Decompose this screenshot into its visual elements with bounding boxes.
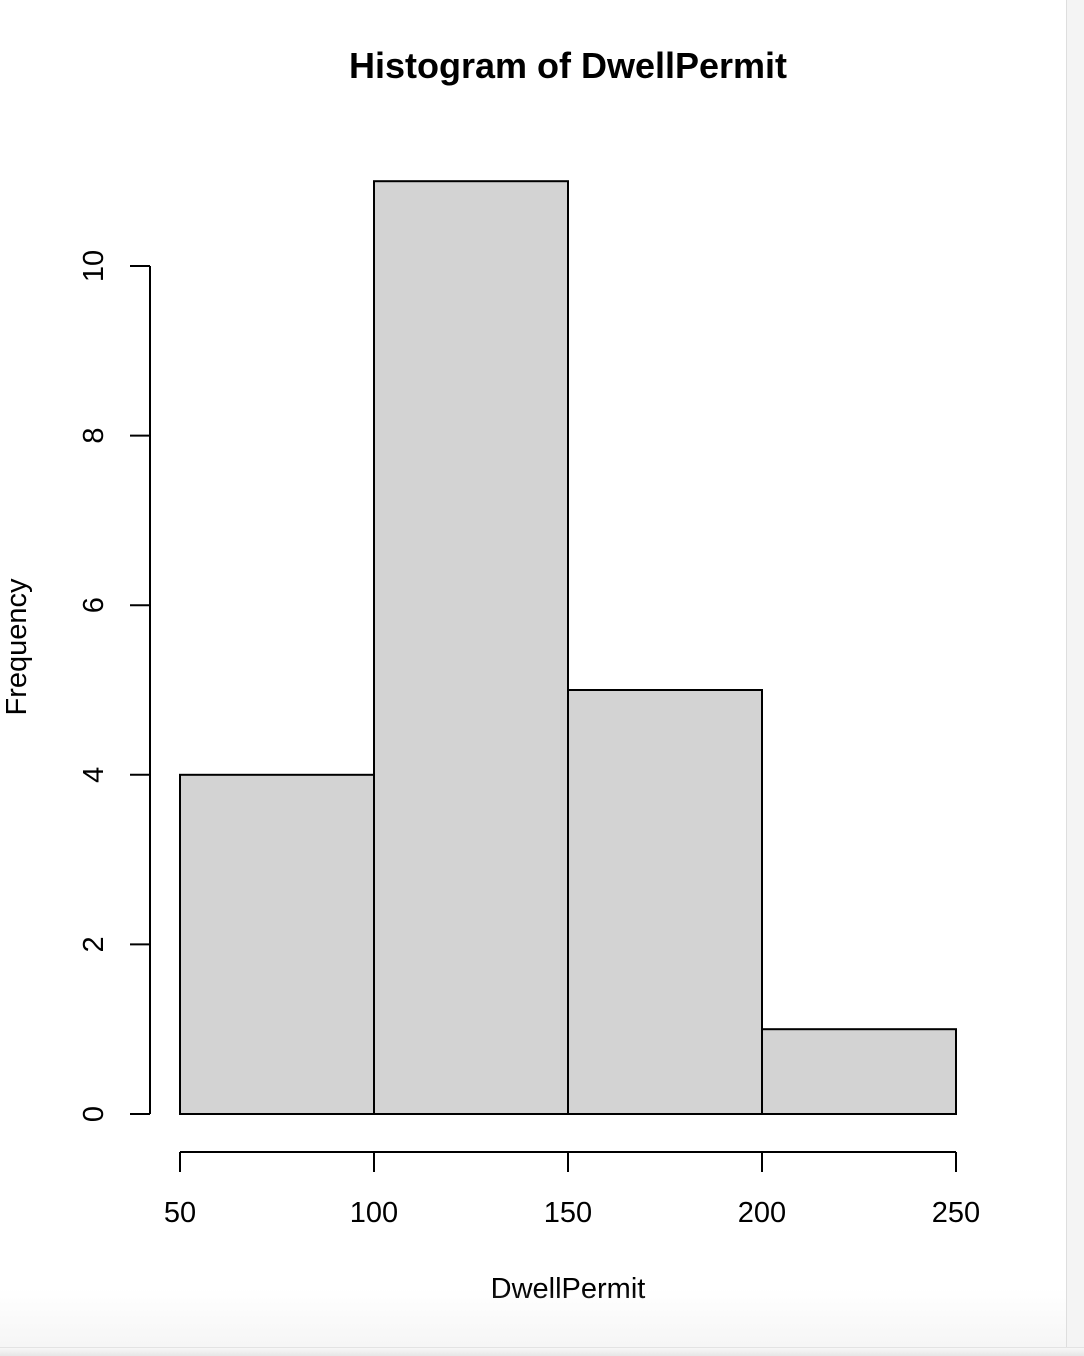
x-axis-title: DwellPermit	[491, 1273, 646, 1305]
y-tick-label-0: 0	[78, 1106, 110, 1122]
y-tick-label-10: 10	[78, 250, 110, 282]
y-tick-label-8: 8	[78, 428, 110, 444]
histogram-bar-3	[567, 689, 763, 1115]
x-tick-label-150: 150	[544, 1197, 592, 1229]
x-tick-label-200: 200	[738, 1197, 786, 1229]
x-axis: 50 100 150 200 250	[164, 1151, 980, 1229]
x-tick-label-50: 50	[164, 1197, 196, 1229]
y-axis: 0 2 4 6 8 10	[78, 250, 151, 1122]
window-right-edge	[1066, 0, 1084, 1356]
y-tick-label-4: 4	[78, 767, 110, 783]
y-tick-label-6: 6	[78, 597, 110, 613]
bars-group	[179, 180, 957, 1115]
x-tick-label-100: 100	[350, 1197, 398, 1229]
histogram-bar-1	[179, 773, 375, 1115]
y-axis-title: Frequency	[1, 578, 33, 716]
chart-title: Histogram of DwellPermit	[349, 45, 787, 86]
x-tick-label-250: 250	[932, 1197, 980, 1229]
window-bottom-edge	[0, 1347, 1084, 1356]
histogram-bar-2	[373, 180, 569, 1115]
y-tick-label-2: 2	[78, 936, 110, 952]
histogram-bar-4	[761, 1028, 957, 1115]
histogram-chart: Histogram of DwellPermit 0 2 4 6 8 10 50 100 15…	[1, 45, 980, 1305]
